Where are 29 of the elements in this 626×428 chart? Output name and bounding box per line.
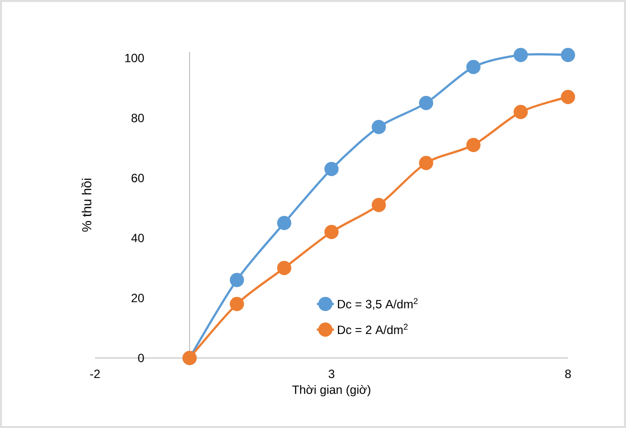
point bbox=[560, 48, 576, 62]
point bbox=[514, 48, 528, 62]
point bbox=[324, 224, 339, 240]
point bbox=[466, 138, 481, 152]
x-tick-label: -2 bbox=[90, 370, 100, 378]
point bbox=[372, 120, 386, 134]
y-tick-label: 20 bbox=[132, 294, 144, 302]
point bbox=[324, 162, 339, 176]
legend-label: Dc = 3,5 A/dm$^{2}$ bbox=[338, 298, 418, 310]
legend-label: Dc = 2 A/dm$^{2}$ bbox=[338, 324, 408, 334]
point bbox=[560, 90, 576, 104]
y-axis-title: % thu hồi bbox=[81, 178, 92, 232]
point bbox=[514, 104, 528, 120]
y-tick-label: 60 bbox=[132, 174, 144, 182]
point bbox=[277, 216, 292, 230]
x-axis-title: Thời gian (giờ) bbox=[292, 384, 370, 396]
point bbox=[419, 96, 434, 110]
point bbox=[372, 198, 386, 212]
point bbox=[277, 260, 292, 276]
x-tick-label: 8 bbox=[565, 370, 571, 378]
point bbox=[419, 156, 434, 170]
point bbox=[466, 60, 481, 74]
point bbox=[230, 296, 244, 312]
x-tick-label: 3 bbox=[328, 370, 334, 378]
y-tick-label: 40 bbox=[131, 234, 144, 242]
point bbox=[230, 272, 244, 288]
y-tick-label: 0 bbox=[138, 354, 144, 362]
y-tick-label: 100 bbox=[125, 54, 144, 62]
y-tick-label: 80 bbox=[132, 114, 144, 122]
